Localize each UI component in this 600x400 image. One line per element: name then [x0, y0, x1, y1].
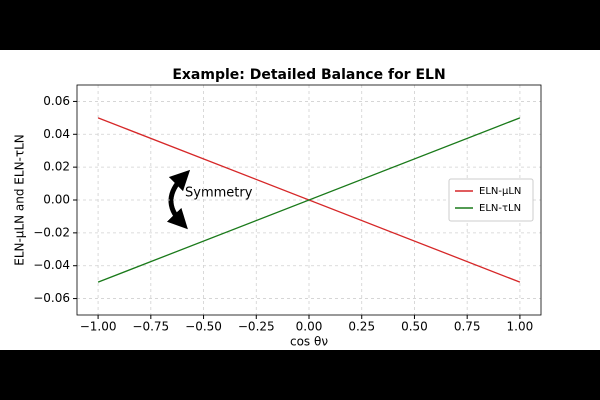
- y-tick-label: 0.02: [43, 160, 70, 174]
- y-tick-label: −0.06: [33, 291, 70, 305]
- legend-box: [448, 178, 534, 222]
- y-axis-label: ELN-μLN and ELN-τLN: [13, 134, 27, 266]
- x-tick-label: 0.75: [454, 320, 481, 334]
- x-tick-label: −1.00: [80, 320, 117, 334]
- x-axis-label: cos θν: [290, 335, 328, 349]
- x-tick-label: 1.00: [507, 320, 534, 334]
- chart-title: Example: Detailed Balance for ELN: [172, 67, 445, 83]
- x-tick-label: 0.25: [348, 320, 375, 334]
- y-tick-label: 0.04: [43, 127, 70, 141]
- x-tick-label: 0.50: [401, 320, 428, 334]
- symmetry-arrow: [166, 169, 191, 230]
- y-tick-label: 0.00: [43, 193, 70, 207]
- legend-label: ELN-τLN: [479, 203, 521, 214]
- x-tick-label: 0.00: [296, 320, 323, 334]
- x-tick-label: −0.25: [238, 320, 275, 334]
- y-tick-label: 0.06: [43, 94, 70, 108]
- legend-label: ELN-μLN: [479, 186, 521, 197]
- y-tick-label: −0.02: [33, 225, 70, 239]
- line: [97, 117, 521, 283]
- x-tick-label: −0.75: [132, 320, 169, 334]
- plot-frame: [76, 84, 542, 316]
- x-tick-label: −0.50: [185, 320, 222, 334]
- y-tick-label: −0.04: [33, 258, 70, 272]
- annotation: Symmetry: [185, 186, 253, 201]
